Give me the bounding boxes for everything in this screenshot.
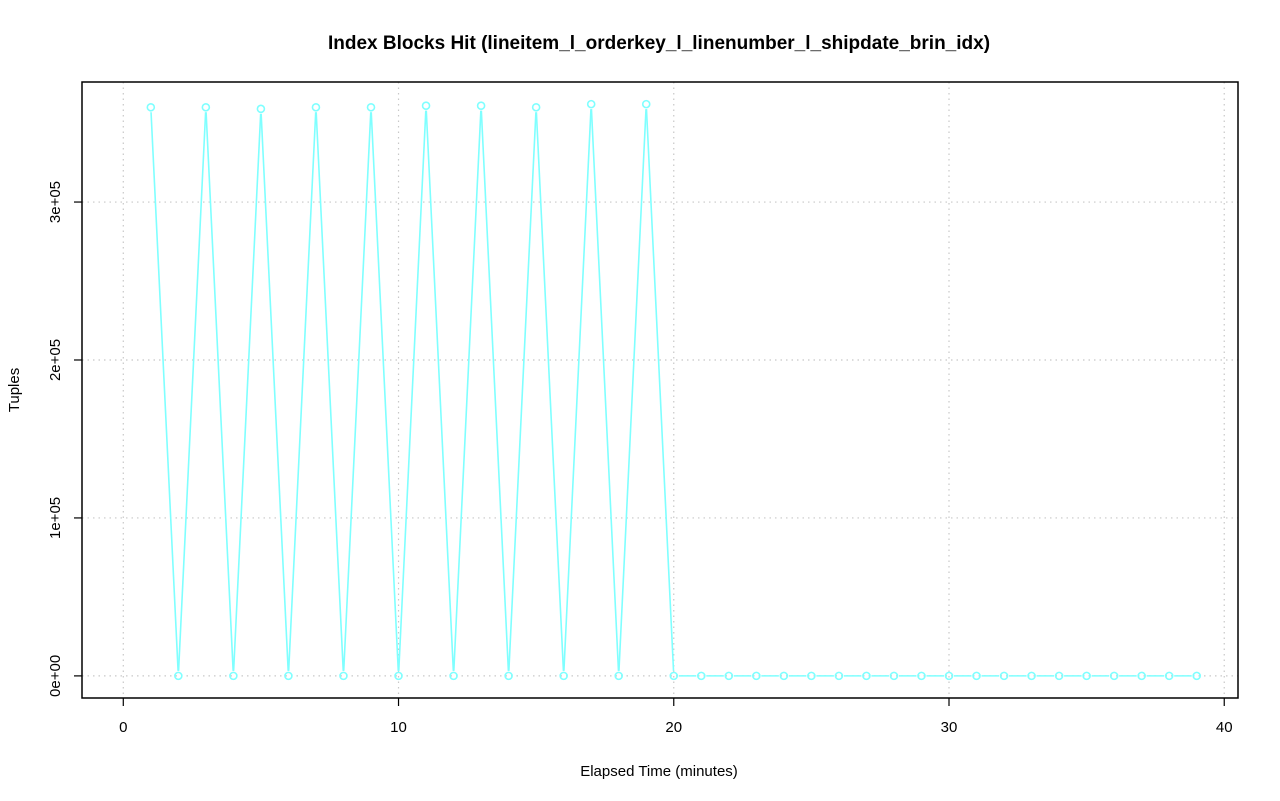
y-axis-label: Tuples: [6, 368, 23, 412]
series-0-point-7: [339, 671, 348, 681]
x-axis-label: Elapsed Time (minutes): [580, 763, 738, 780]
series-0-point-12: [476, 101, 486, 110]
series-0-point-27: [889, 671, 899, 681]
x-tick-label-3: 30: [941, 719, 958, 736]
series-0-point-30: [972, 671, 981, 681]
series-0-segment-2: [205, 112, 234, 671]
y-tick-label-1: 1e+05: [47, 497, 64, 539]
series-layer: [146, 99, 1202, 681]
series-0-point-36: [1137, 671, 1146, 681]
series-0-point-26: [862, 671, 871, 681]
series-0-segment-15: [563, 109, 592, 671]
series-0-point-1: [174, 671, 183, 681]
series-0-point-5: [284, 671, 293, 681]
series-0-segment-8: [370, 112, 400, 671]
y-tick-label-3: 3e+05: [47, 181, 64, 223]
series-0-point-35: [1109, 671, 1119, 681]
series-0-point-11: [449, 671, 458, 681]
series-0-point-10: [421, 101, 431, 110]
series-0-segment-16: [590, 109, 620, 671]
series-0-point-22: [752, 671, 761, 681]
series-0-segment-6: [315, 112, 345, 671]
x-axis: 0 10 20 30 40: [119, 698, 1233, 736]
x-tick-label-4: 40: [1216, 719, 1233, 736]
series-0-point-37: [1164, 671, 1174, 681]
series-0-point-6: [311, 102, 321, 112]
series-0-segment-12: [480, 110, 510, 671]
series-0-segment-1: [177, 112, 207, 671]
series-0-segment-5: [287, 112, 317, 671]
series-0-point-32: [1027, 671, 1036, 681]
series-0-point-0: [146, 102, 156, 112]
series-0-point-31: [999, 671, 1009, 681]
series-0-segment-14: [535, 112, 565, 671]
series-0-segment-17: [618, 109, 647, 671]
series-0-segment-10: [425, 110, 455, 671]
series-0-point-34: [1082, 671, 1091, 681]
series-0-point-16: [586, 99, 596, 109]
x-tick-label-2: 20: [665, 719, 682, 736]
series-0-segment-9: [397, 110, 427, 671]
y-axis: 0e+00 1e+05 2e+05 3e+05: [47, 181, 82, 697]
series-0-point-3: [229, 671, 238, 681]
series-0-segment-3: [232, 113, 262, 671]
series-0-point-25: [834, 671, 844, 681]
series-0-point-20: [696, 671, 706, 681]
series-0-segment-13: [508, 112, 537, 671]
series-0-segment-0: [150, 112, 179, 671]
series-0-point-21: [724, 671, 734, 681]
series-0-point-14: [531, 102, 541, 112]
series-0-point-38: [1192, 671, 1202, 681]
series-0-point-24: [807, 671, 816, 681]
plot-frame: [81, 81, 1239, 699]
series-0-segment-4: [260, 113, 289, 671]
series-0-point-17: [614, 671, 624, 681]
series-0-point-4: [256, 104, 266, 114]
series-0-point-18: [641, 99, 651, 109]
series-0-point-2: [201, 102, 211, 112]
series-0-point-28: [917, 671, 926, 681]
series-0-point-19: [669, 671, 679, 681]
chart-title: Index Blocks Hit (lineitem_l_orderkey_l_…: [328, 33, 990, 54]
series-0-point-29: [944, 671, 954, 681]
y-tick-label-2: 2e+05: [47, 339, 64, 381]
series-0-point-13: [504, 671, 513, 681]
y-tick-label-0: 0e+00: [47, 655, 64, 697]
series-0-point-23: [779, 671, 789, 681]
x-tick-label-0: 0: [119, 719, 127, 736]
series-0-point-8: [366, 102, 376, 112]
series-0-point-15: [559, 671, 568, 681]
series-0-segment-7: [342, 112, 372, 671]
x-tick-label-1: 10: [390, 719, 407, 736]
series-0-segment-11: [453, 110, 482, 671]
series-0-point-9: [394, 671, 403, 681]
series-0-point-33: [1054, 671, 1064, 681]
series-0-segment-18: [645, 109, 675, 671]
